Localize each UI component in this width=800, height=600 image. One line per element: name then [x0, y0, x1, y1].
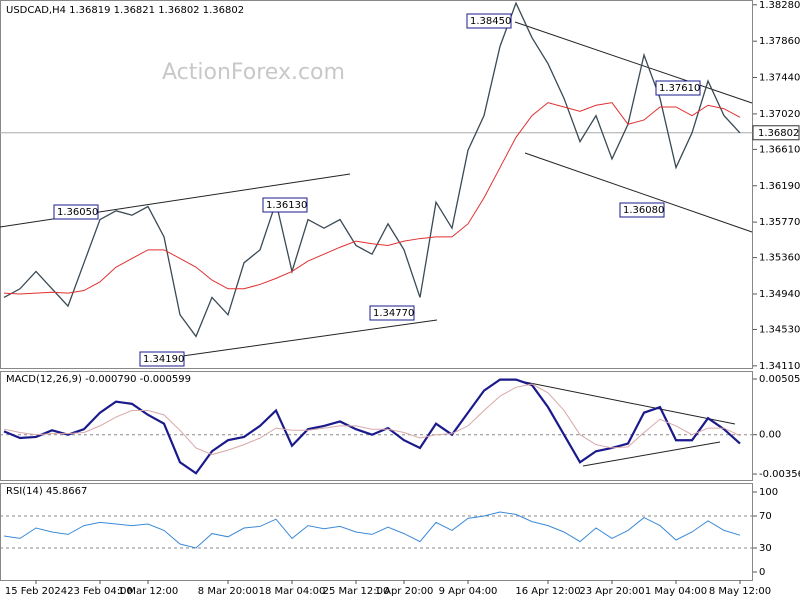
- series-line: [3, 511, 741, 549]
- y-tick-label: 1.38280: [759, 0, 800, 11]
- series-line: [3, 102, 741, 295]
- y-tick-label: 0.005054: [759, 374, 800, 385]
- annotation-box: [369, 305, 415, 321]
- y-tick-label: 30: [759, 543, 772, 554]
- x-tick-label: 8 May 12:00: [709, 586, 771, 597]
- annotation-box: [53, 204, 99, 220]
- y-tick-label: 100: [759, 487, 778, 498]
- y-tick-label: 1.35360: [759, 253, 800, 264]
- annotation: 1.38450: [470, 16, 511, 27]
- last-price-label: 1.36802: [758, 128, 799, 139]
- y-tick-label: 70: [759, 511, 772, 522]
- annotation-box: [655, 80, 701, 96]
- y-tick-label: 0: [759, 567, 765, 578]
- annotation-box: [466, 13, 512, 29]
- trend-line: [139, 319, 438, 363]
- watermark: ActionForex.com: [162, 60, 345, 85]
- macd-title: MACD(12,26,9) -0.000790 -0.000599: [6, 374, 191, 385]
- macd-panel: [0, 371, 753, 481]
- x-tick-label: 15 Feb 2024: [5, 586, 67, 597]
- series-line: [3, 378, 741, 475]
- series-line: [3, 383, 741, 456]
- x-tick-label: 16 Apr 12:00: [515, 586, 580, 597]
- y-tick-label: 1.35770: [759, 217, 800, 228]
- y-tick-label: 1.37440: [759, 73, 800, 84]
- annotation: 1.34190: [143, 354, 184, 365]
- x-tick-label: 1 May 04:00: [645, 586, 707, 597]
- y-tick-label: 1.37860: [759, 36, 800, 47]
- annotation: 1.36080: [623, 205, 664, 216]
- x-tick-label: 1 Apr 20:00: [375, 586, 434, 597]
- chart-title: USDCAD,H4 1.36819 1.36821 1.36802 1.3680…: [6, 5, 244, 16]
- y-tick-label: 1.37020: [759, 109, 800, 120]
- annotation: 1.37610: [659, 83, 700, 94]
- annotation: 1.36050: [57, 207, 98, 218]
- x-tick-label: 23 Apr 20:00: [579, 586, 644, 597]
- last-price-box: [752, 125, 800, 141]
- annotation: 1.36130: [266, 200, 307, 211]
- y-tick-label: -0.003569: [759, 469, 800, 480]
- y-tick-label: 1.34110: [759, 361, 800, 372]
- y-tick-label: 1.34530: [759, 324, 800, 335]
- rsi-title: RSI(14) 45.8667: [6, 486, 87, 497]
- y-tick-label: 1.34940: [759, 289, 800, 300]
- annotation-box: [262, 197, 308, 213]
- y-tick-label: 1.36610: [759, 144, 800, 155]
- annotation: 1.34770: [373, 308, 414, 319]
- x-tick-label: 18 Mar 04:00: [259, 586, 326, 597]
- x-tick-label: 9 Apr 04:00: [439, 586, 498, 597]
- y-tick-label: 1.36190: [759, 181, 800, 192]
- trend-line: [514, 379, 736, 425]
- trend-line: [582, 441, 721, 467]
- series-line: [3, 1, 741, 338]
- y-tick-label: 0.00: [759, 430, 781, 441]
- x-tick-label: 8 Mar 20:00: [198, 586, 258, 597]
- annotation-box: [139, 351, 185, 367]
- x-tick-label: 1 Mar 12:00: [118, 586, 178, 597]
- annotation-box: [619, 202, 665, 218]
- x-tick-label: 25 Mar 12:00: [323, 586, 390, 597]
- trend-line: [524, 152, 753, 233]
- x-tick-label: 23 Feb 04:00: [67, 586, 133, 597]
